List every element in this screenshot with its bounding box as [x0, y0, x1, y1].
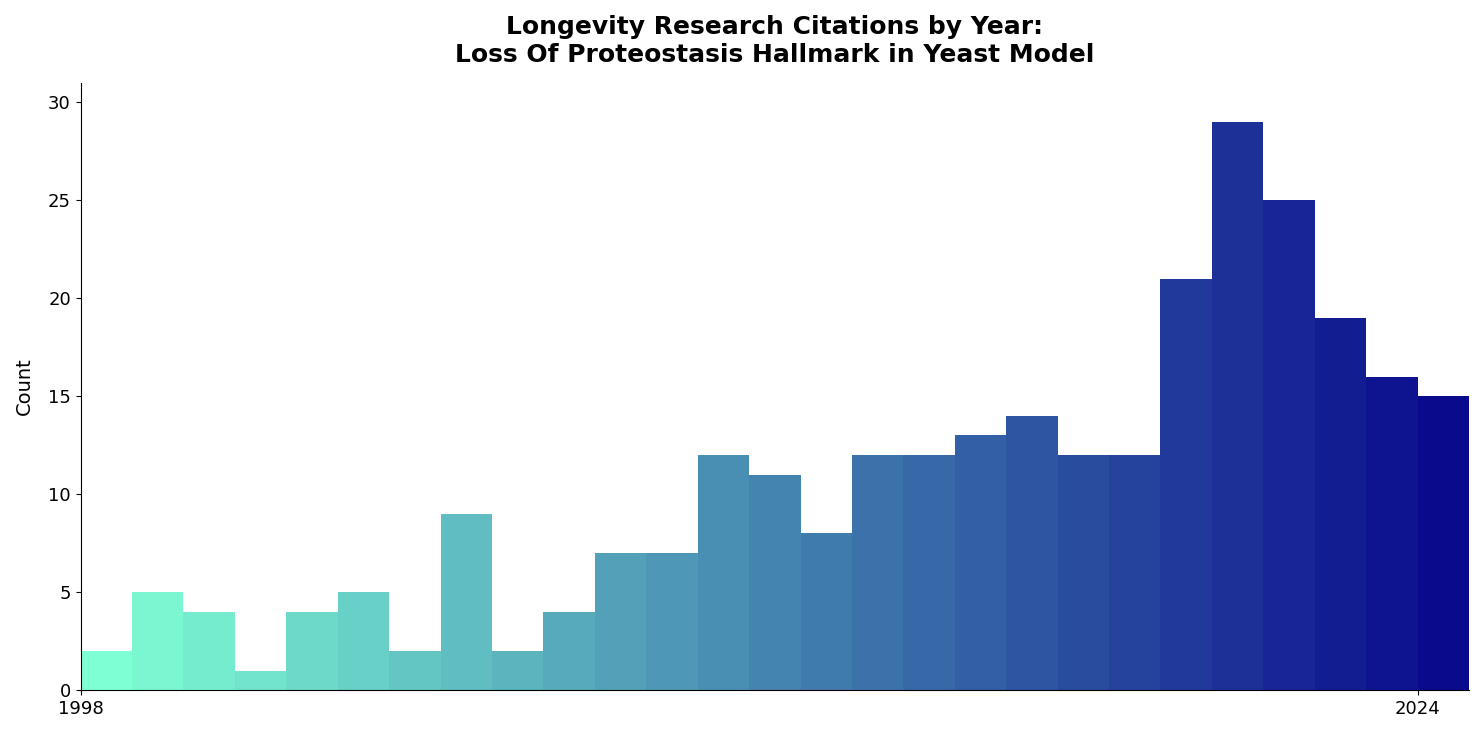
Bar — [595, 553, 646, 690]
Bar — [646, 553, 697, 690]
Bar — [493, 651, 543, 690]
Bar — [1109, 455, 1160, 690]
Bar — [1315, 318, 1367, 690]
Bar — [852, 455, 904, 690]
Bar — [80, 651, 132, 690]
Bar — [697, 455, 749, 690]
Bar — [1367, 377, 1417, 690]
Bar — [286, 612, 338, 690]
Bar — [954, 435, 1006, 690]
Bar — [1058, 455, 1109, 690]
Bar — [1263, 200, 1315, 690]
Bar — [234, 671, 286, 690]
Bar — [184, 612, 234, 690]
Bar — [441, 514, 493, 690]
Bar — [800, 534, 852, 690]
Bar — [1160, 279, 1212, 690]
Bar — [1006, 416, 1058, 690]
Bar — [132, 592, 184, 690]
Bar — [1212, 122, 1263, 690]
Bar — [1417, 397, 1469, 690]
Bar — [389, 651, 441, 690]
Bar — [543, 612, 595, 690]
Y-axis label: Count: Count — [15, 358, 34, 416]
Bar — [338, 592, 389, 690]
Bar — [904, 455, 954, 690]
Bar — [749, 475, 800, 690]
Title: Longevity Research Citations by Year:
Loss Of Proteostasis Hallmark in Yeast Mod: Longevity Research Citations by Year: Lo… — [456, 15, 1095, 67]
